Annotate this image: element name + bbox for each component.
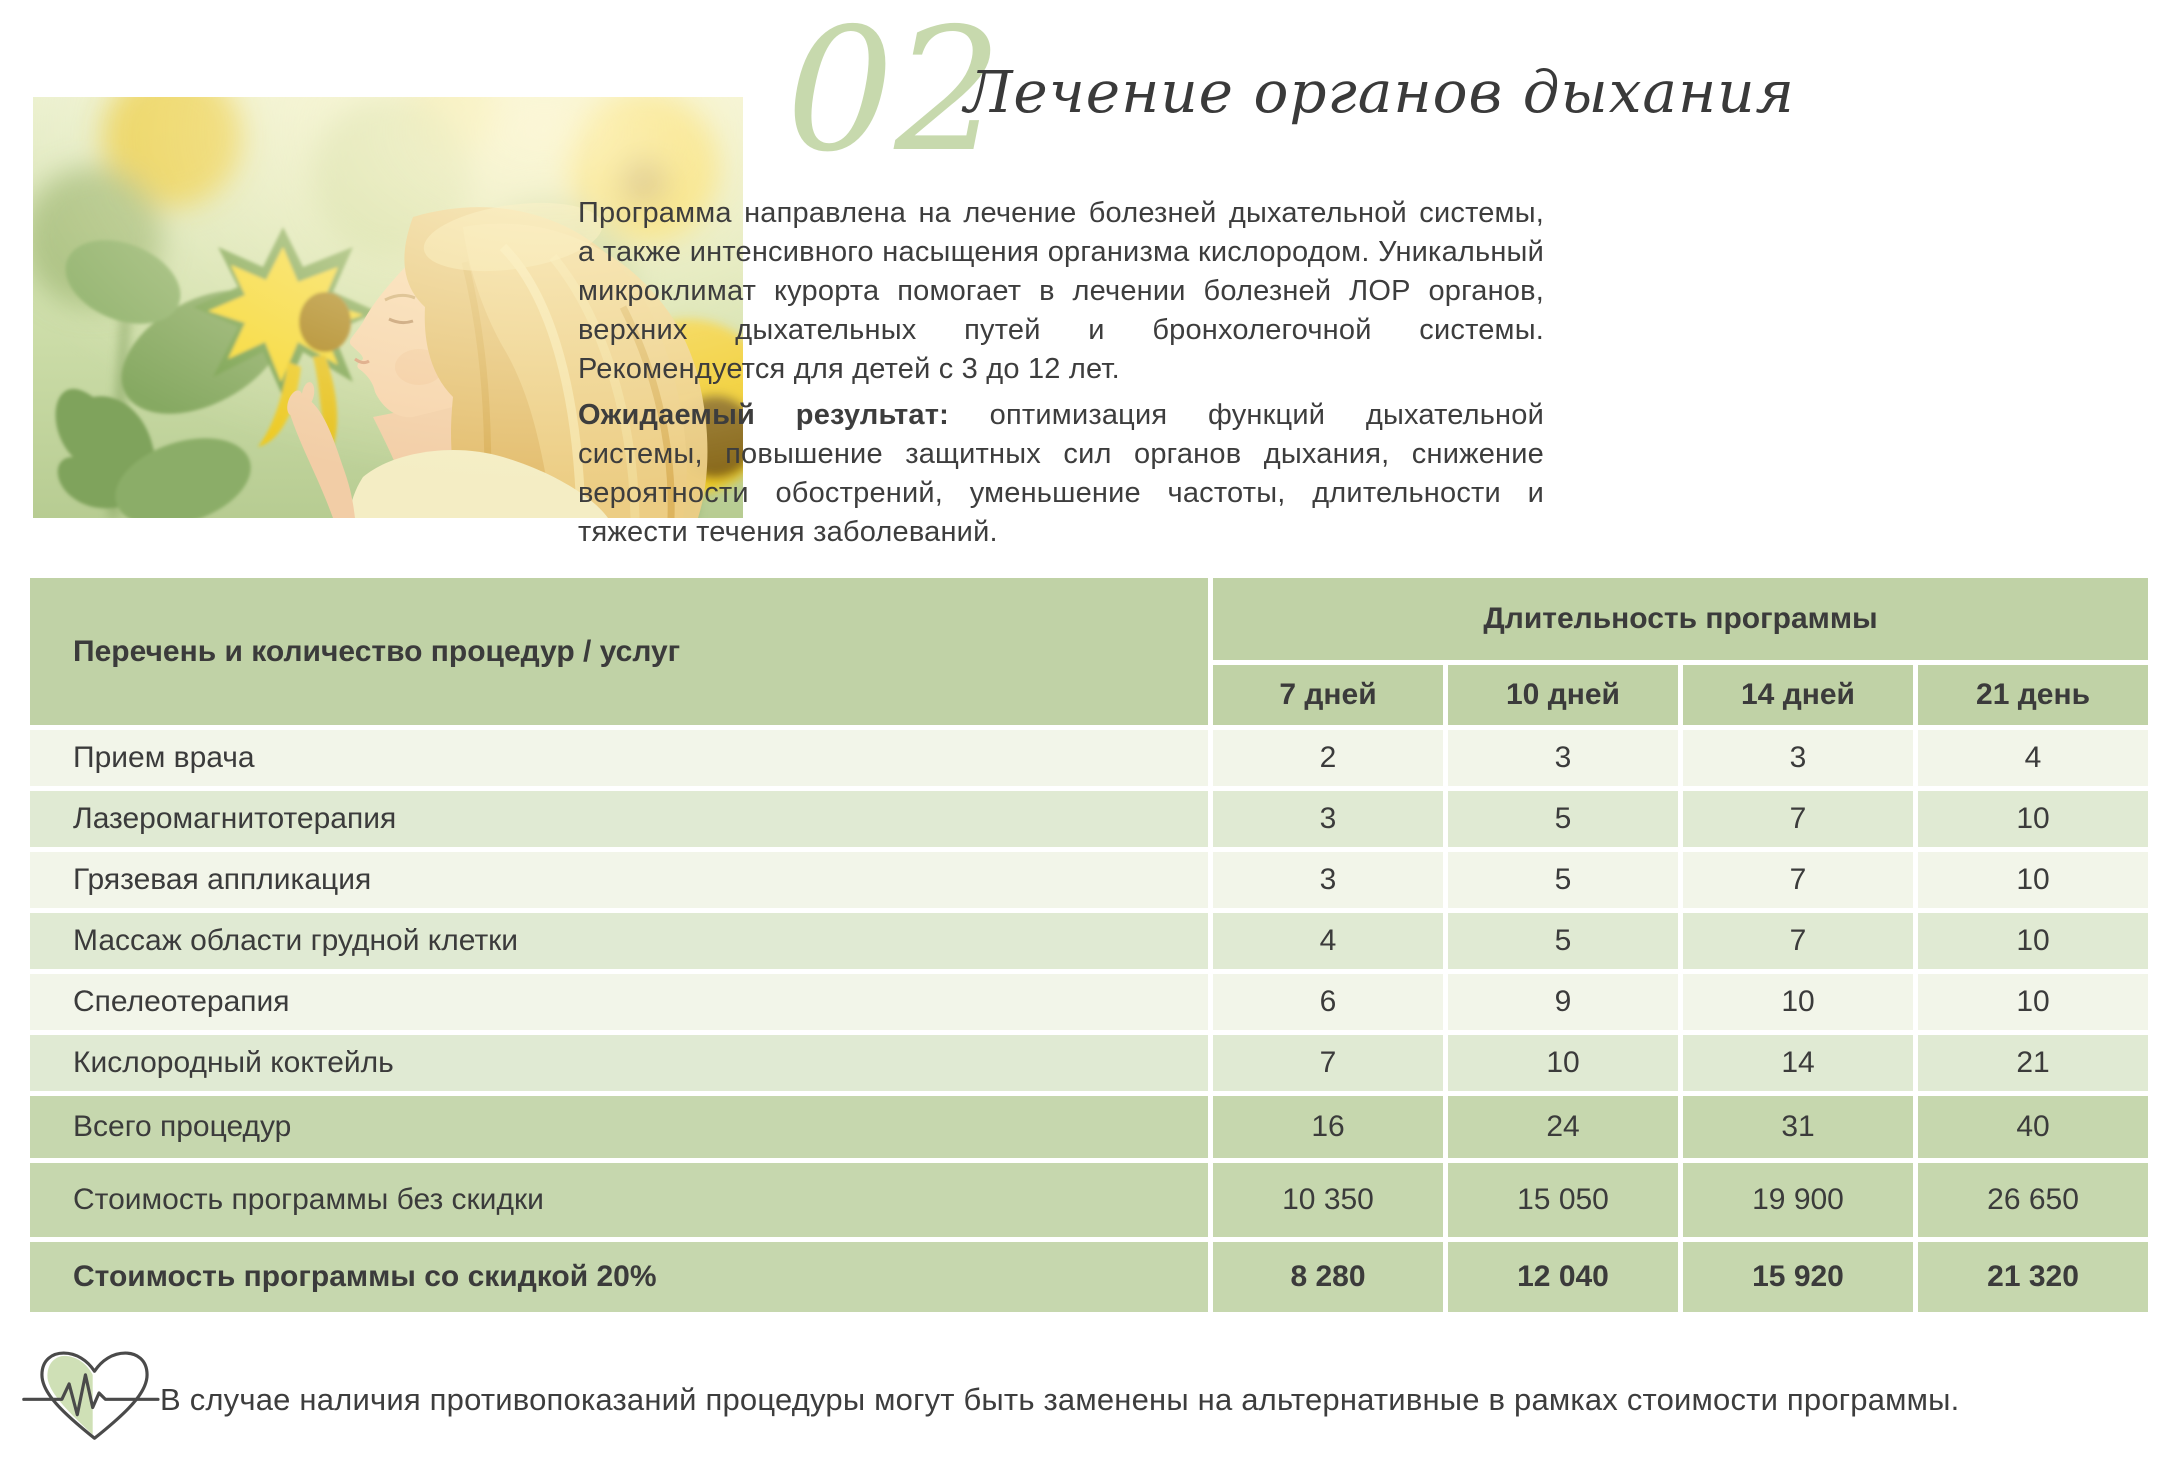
row-value: 15 050 (1448, 1163, 1678, 1237)
row-value: 40 (1918, 1096, 2149, 1158)
row-label: Лазеромагнитотерапия (30, 791, 1208, 847)
row-value: 5 (1448, 852, 1678, 908)
expected-result-label: Ожидаемый результат: (578, 399, 949, 431)
row-label: Грязевая аппликация (30, 852, 1208, 908)
row-value: 3 (1683, 730, 1913, 786)
row-value: 3 (1213, 852, 1443, 908)
row-value: 5 (1448, 791, 1678, 847)
header-duration-21-days: 21 день (1918, 665, 2149, 725)
row-value: 10 350 (1213, 1163, 1443, 1237)
row-value: 10 (1448, 1035, 1678, 1091)
row-label: Спелеотерапия (30, 974, 1208, 1030)
table-duration-row: 7 дней 10 дней 14 дней 21 день (30, 665, 2149, 725)
row-value: 26 650 (1918, 1163, 2149, 1237)
row-value: 24 (1448, 1096, 1678, 1158)
row-label: Стоимость программы со скидкой 20% (30, 1242, 1208, 1312)
footnote-text: В случае наличия противопоказаний процед… (160, 1382, 1960, 1417)
section-number: 02 (786, 0, 1003, 190)
row-label: Всего процедур (30, 1096, 1208, 1158)
row-value: 15 920 (1683, 1242, 1913, 1312)
row-value: 7 (1683, 913, 1913, 969)
header-program-duration: Длительность программы (1213, 578, 2149, 660)
row-value: 2 (1213, 730, 1443, 786)
table-row: Грязевая аппликация 3 5 7 10 (30, 852, 2149, 908)
table-row: Массаж области грудной клетки 4 5 7 10 (30, 913, 2149, 969)
table-row-total-procedures: Всего процедур 16 24 31 40 (30, 1096, 2149, 1158)
row-label: Стоимость программы без скидки (30, 1163, 1208, 1237)
row-value: 10 (1918, 791, 2149, 847)
row-value: 14 (1683, 1035, 1913, 1091)
row-value: 31 (1683, 1096, 1913, 1158)
row-label: Массаж области грудной клетки (30, 913, 1208, 969)
table-row-price-discounted: Стоимость программы со скидкой 20% 8 280… (30, 1242, 2149, 1312)
procedures-table: Перечень и количество процедур / услуг Д… (25, 573, 2153, 1317)
header-duration-10-days: 10 дней (1448, 665, 1678, 725)
header-procedures-list: Перечень и количество процедур / услуг (30, 578, 1208, 725)
row-value: 7 (1213, 1035, 1443, 1091)
row-value: 21 320 (1918, 1242, 2149, 1312)
table-row-price-full: Стоимость программы без скидки 10 350 15… (30, 1163, 2149, 1237)
expected-result-paragraph: Ожидаемый результат: оптимизация функций… (578, 396, 1544, 552)
row-label: Кислородный коктейль (30, 1035, 1208, 1091)
row-value: 3 (1448, 730, 1678, 786)
sunflower-field-illustration (33, 97, 743, 518)
row-value: 7 (1683, 791, 1913, 847)
row-value: 7 (1683, 852, 1913, 908)
row-value: 4 (1918, 730, 2149, 786)
table-row: Кислородный коктейль 7 10 14 21 (30, 1035, 2149, 1091)
row-value: 5 (1448, 913, 1678, 969)
row-value: 19 900 (1683, 1163, 1913, 1237)
table-row: Лазеромагнитотерапия 3 5 7 10 (30, 791, 2149, 847)
row-value: 8 280 (1213, 1242, 1443, 1312)
row-value: 6 (1213, 974, 1443, 1030)
header-duration-7-days: 7 дней (1213, 665, 1443, 725)
table-header-row: Перечень и количество процедур / услуг Д… (30, 578, 2149, 725)
row-value: 21 (1918, 1035, 2149, 1091)
table-row: Спелеотерапия 6 9 10 10 (30, 974, 2149, 1030)
girl-smelling-sunflower-photo (33, 97, 743, 518)
row-value: 3 (1213, 791, 1443, 847)
header-duration-14-days: 14 дней (1683, 665, 1913, 725)
row-value: 9 (1448, 974, 1678, 1030)
table-row: Прием врача 2 3 3 4 (30, 730, 2149, 786)
page-title: Лечение органов дыхания (964, 58, 1795, 126)
row-value: 10 (1918, 852, 2149, 908)
intro-text: Программа направлена на лечение болезней… (578, 197, 1544, 385)
row-value: 16 (1213, 1096, 1443, 1158)
row-value: 4 (1213, 913, 1443, 969)
intro-paragraph: Программа направлена на лечение болезней… (578, 194, 1544, 389)
row-value: 12 040 (1448, 1242, 1678, 1312)
row-value: 10 (1918, 974, 2149, 1030)
row-label: Прием врача (30, 730, 1208, 786)
expected-result-text: оптимизация функций дыхательной системы,… (578, 399, 1544, 548)
row-value: 10 (1918, 913, 2149, 969)
heart-pulse-icon (22, 1345, 167, 1450)
row-value: 10 (1683, 974, 1913, 1030)
